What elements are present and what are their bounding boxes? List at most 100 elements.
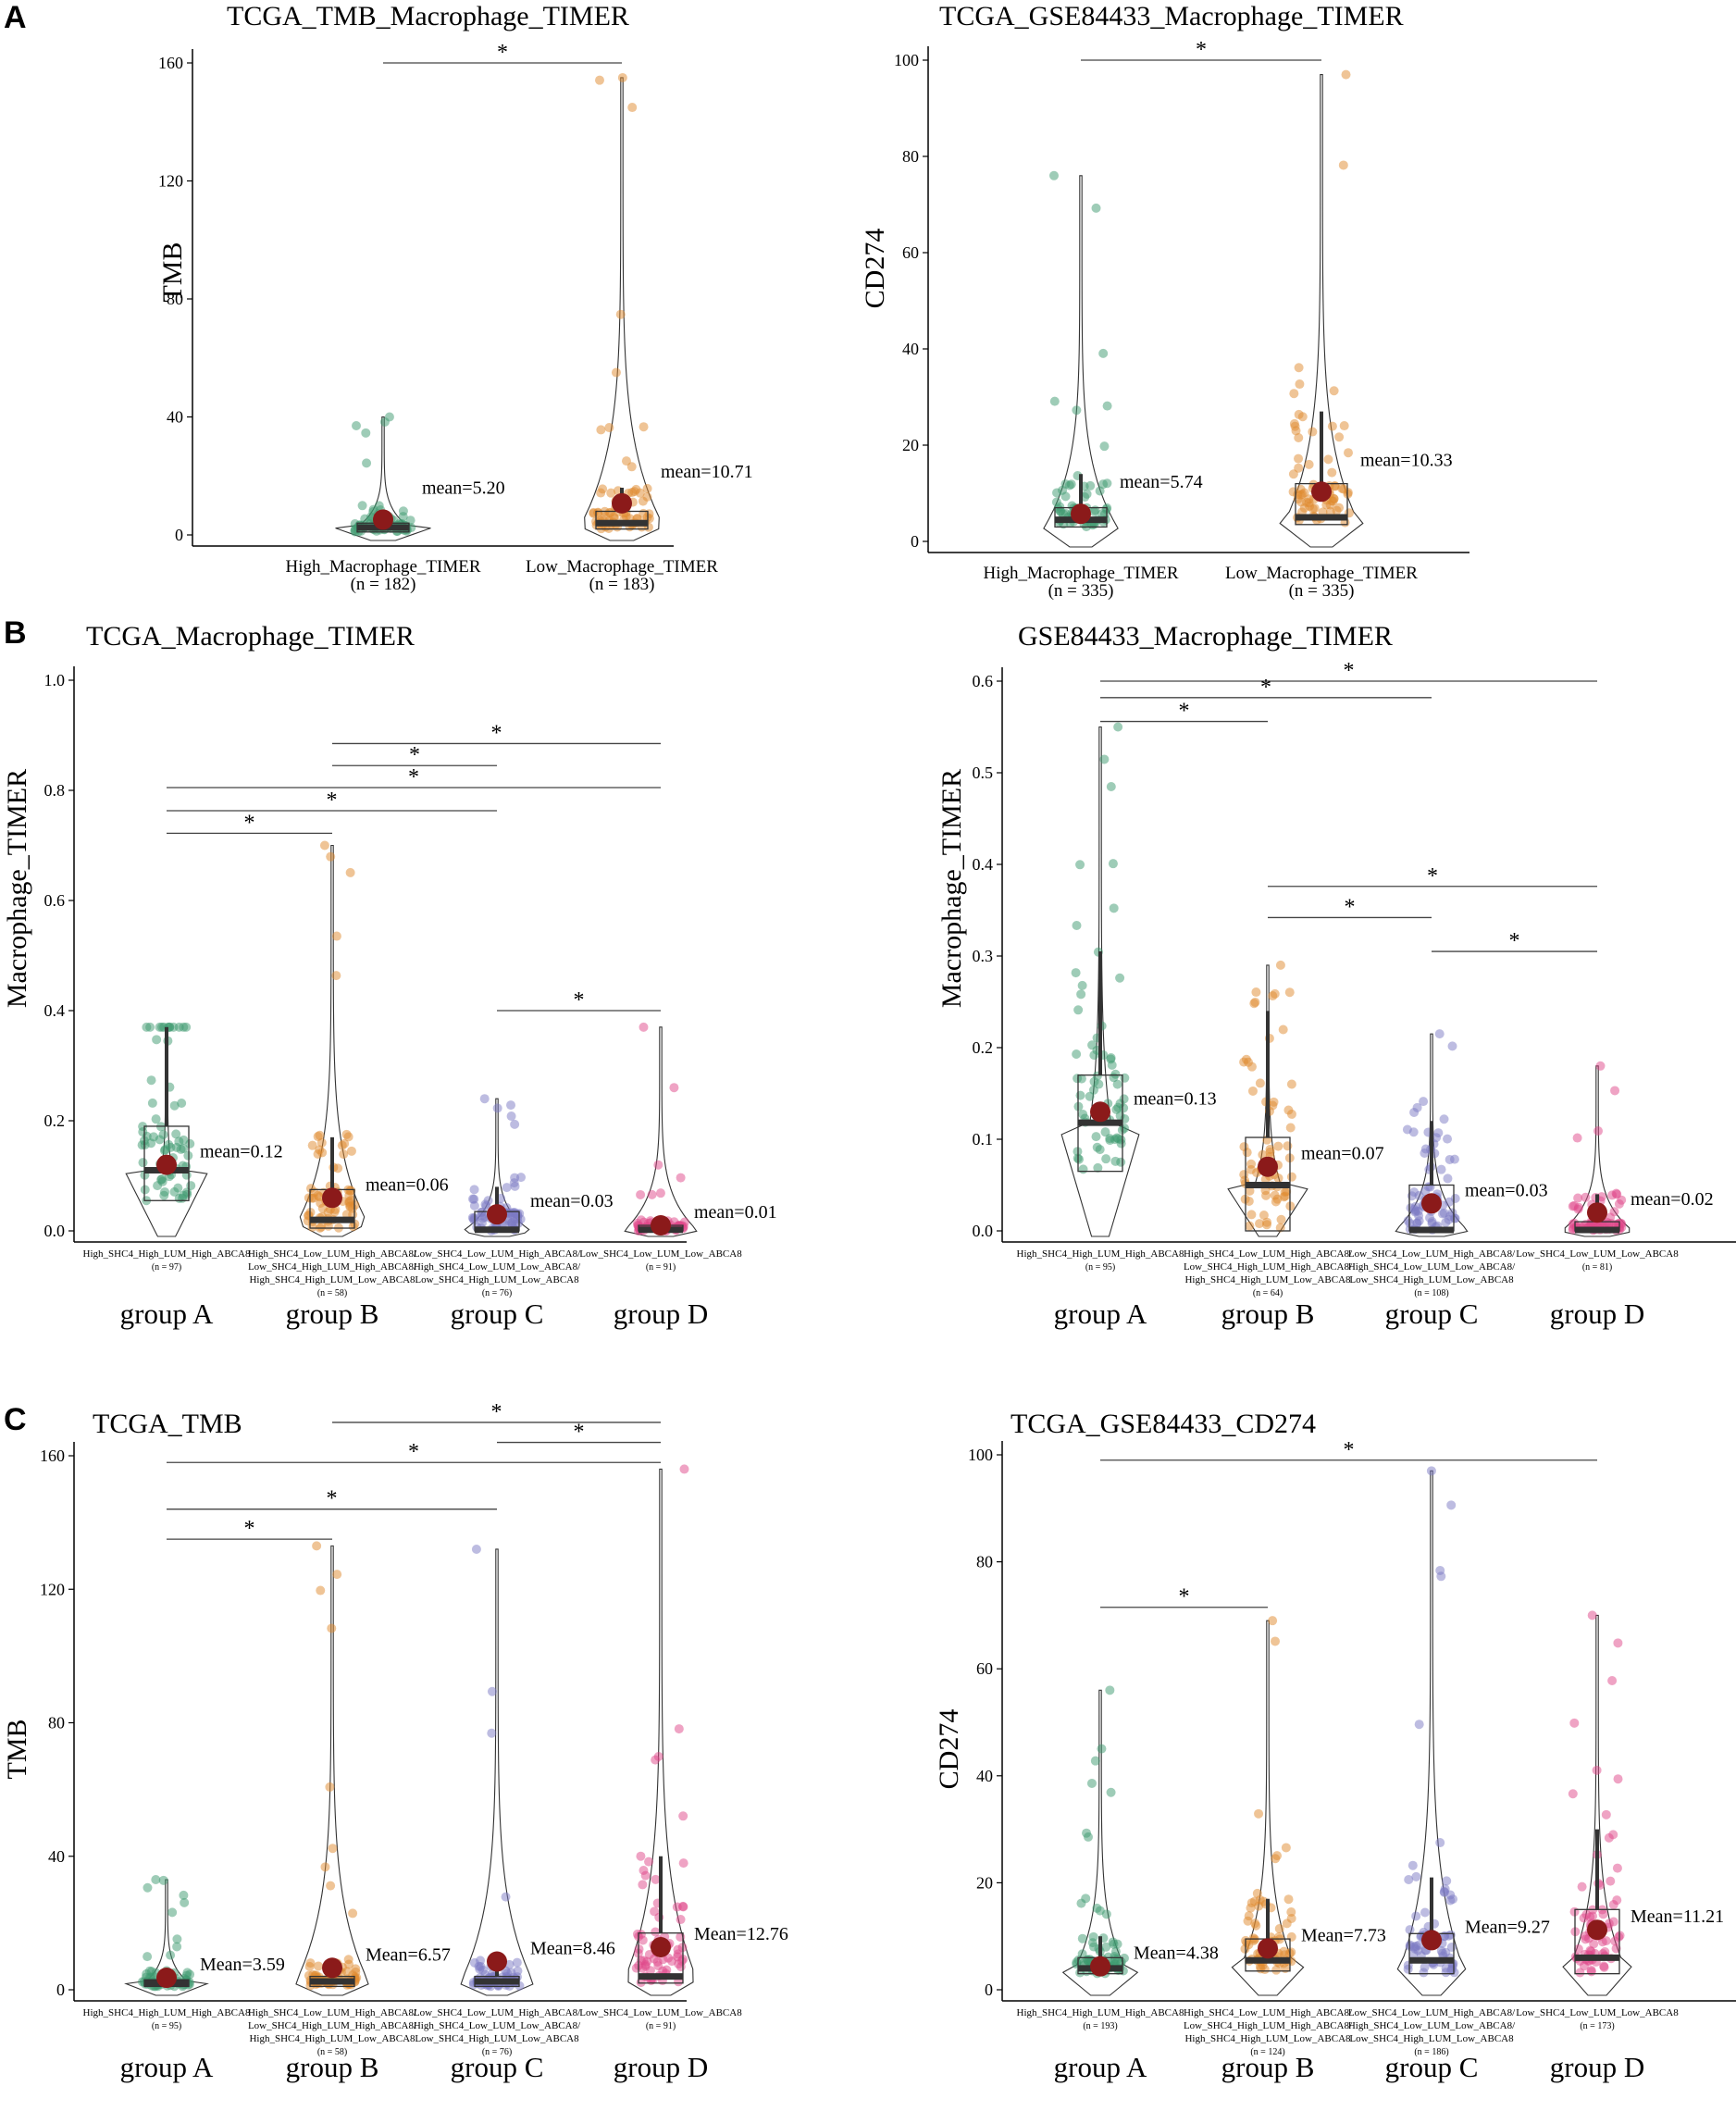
chart-panel-4: GSE84433_Macrophage_TIMER 0.0 0.1 0.2 0.3 0.4… [936, 621, 1736, 1330]
data-point [1587, 1610, 1597, 1621]
data-point [138, 1158, 148, 1168]
data-point [1599, 1962, 1609, 1972]
x-tick-label: Low_SHC4_High_LUM_Low_ABCA8 [415, 2033, 579, 2044]
data-point [1255, 1078, 1265, 1088]
mean-point [487, 1204, 507, 1225]
data-point [1612, 1895, 1622, 1906]
mean-label: mean=0.01 [694, 1202, 777, 1223]
data-point [1271, 1636, 1281, 1646]
significance-label: * [574, 1421, 585, 1445]
y-tick-label: 0.6 [973, 672, 994, 690]
data-point [1294, 432, 1304, 442]
y-tick-label: 0.3 [973, 947, 994, 965]
group-name: group D [1550, 1298, 1644, 1330]
data-point [1259, 1211, 1269, 1221]
y-tick-label: 0.2 [44, 1111, 66, 1130]
data-point [1286, 1906, 1296, 1917]
data-point [1294, 453, 1304, 464]
mean-label: mean=0.13 [1134, 1088, 1217, 1109]
data-point [1441, 1968, 1451, 1978]
significance-label: * [327, 1487, 338, 1511]
data-point [1048, 170, 1059, 180]
group-2: mean=10.33 Low_Macrophage_TIMER(n = 335) [1225, 69, 1453, 601]
data-point [639, 422, 649, 432]
data-point [606, 488, 616, 498]
data-point [1268, 1616, 1278, 1626]
group-name: group C [451, 2051, 544, 2083]
data-point [638, 1880, 648, 1890]
data-point [651, 1755, 661, 1765]
x-tick-count: (n = 186) [1414, 2047, 1448, 2057]
mean-point [1587, 1202, 1607, 1223]
data-point [621, 456, 631, 466]
data-point [1612, 1863, 1622, 1873]
mean-point [1587, 1919, 1607, 1941]
significance-label: * [244, 1517, 255, 1541]
data-point [1250, 997, 1260, 1007]
data-point [639, 1022, 649, 1032]
box [143, 1125, 190, 1201]
chart-title: TCGA_GSE84433_CD274 [1011, 1409, 1316, 1439]
x-tick-label: Low_SHC4_Low_LUM_Low_ABCA8 [579, 2007, 742, 2018]
y-tick-label: 80 [902, 147, 919, 166]
significance-label: * [244, 811, 255, 835]
data-point [1071, 968, 1081, 978]
data-point [1089, 506, 1099, 516]
data-point [1440, 1884, 1450, 1894]
y-axis-label: TMB [157, 242, 188, 302]
data-point [331, 931, 341, 941]
data-point [678, 1811, 688, 1821]
data-point [1420, 1907, 1430, 1918]
x-tick-label: Low_SHC4_High_LUM_Low_ABCA8 [415, 1274, 579, 1285]
mean-point [1421, 1930, 1442, 1951]
box [1574, 1908, 1620, 1975]
group-4: mean=0.02 Low_SHC4_Low_LUM_Low_ABCA8 (n = … [1516, 1061, 1714, 1330]
data-point [1439, 1114, 1449, 1124]
data-point [177, 1099, 187, 1109]
data-point [316, 1585, 326, 1596]
data-point [1606, 1876, 1616, 1886]
mean-label: Mean=8.46 [530, 1938, 615, 1958]
mean-label: mean=0.07 [1301, 1144, 1384, 1164]
x-tick-label: Low_SHC4_Low_LUM_Low_ABCA8 [1516, 2007, 1679, 2018]
chart-title: TCGA_TMB [93, 1409, 242, 1439]
y-tick-label: 0.1 [973, 1130, 994, 1149]
data-point [1246, 1903, 1256, 1913]
x-tick-label: High_SHC4_High_LUM_Low_ABCA8 [1184, 1274, 1351, 1285]
data-point [305, 1184, 316, 1194]
data-point [1327, 467, 1337, 478]
y-tick-label: 80 [976, 1553, 993, 1571]
data-point [1411, 1871, 1421, 1881]
data-point [352, 421, 362, 431]
data-point [594, 75, 604, 85]
data-point [1419, 1097, 1429, 1107]
x-tick-count: (n = 58) [317, 2047, 347, 2057]
data-point [1077, 980, 1087, 990]
data-point [1323, 454, 1333, 465]
significance-label: * [327, 789, 338, 813]
violin-outline [584, 77, 660, 541]
mean-point [1311, 481, 1332, 503]
data-point [1112, 1079, 1122, 1089]
data-point [492, 1103, 502, 1113]
data-point [676, 1956, 687, 1966]
data-point [1064, 480, 1074, 490]
data-point [1286, 1079, 1296, 1089]
x-tick-label: High_SHC4_High_LUM_High_ABCA8 [83, 2007, 251, 2018]
data-point [1329, 493, 1339, 503]
data-point [1403, 1964, 1413, 1974]
chart-title: TCGA_Macrophage_TIMER [86, 621, 415, 652]
data-point [1072, 1049, 1082, 1059]
data-point [146, 1075, 156, 1086]
data-point [172, 1934, 182, 1944]
data-point [156, 1173, 167, 1184]
data-point [1611, 1943, 1621, 1954]
x-tick-label: High_Macrophage_TIMER [285, 557, 480, 577]
mean-label: Mean=11.21 [1631, 1906, 1724, 1927]
data-point [467, 1194, 477, 1204]
group-2: mean=0.07 High_SHC4_Low_LUM_High_ABCA8/Lo… [1184, 960, 1384, 1330]
data-point [1113, 722, 1123, 732]
data-point [1280, 1191, 1290, 1201]
data-point [1286, 1172, 1296, 1182]
data-point [1242, 1148, 1252, 1158]
